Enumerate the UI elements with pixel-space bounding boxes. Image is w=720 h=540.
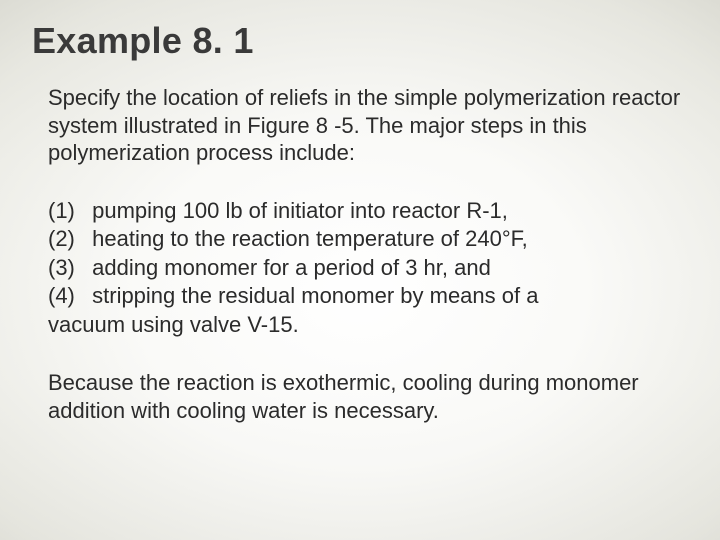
- list-item: (2) heating to the reaction temperature …: [48, 225, 684, 254]
- list-item: (4) stripping the residual monomer by me…: [48, 282, 684, 311]
- list-item: (1) pumping 100 lb of initiator into rea…: [48, 197, 684, 226]
- steps-list: (1) pumping 100 lb of initiator into rea…: [48, 197, 684, 340]
- step-text: heating to the reaction temperature of 2…: [92, 226, 528, 251]
- list-item: (3) adding monomer for a period of 3 hr,…: [48, 254, 684, 283]
- step-continuation: vacuum using valve V-15.: [48, 311, 684, 340]
- step-number: (1): [48, 197, 86, 226]
- step-text: pumping 100 lb of initiator into reactor…: [92, 198, 508, 223]
- step-number: (2): [48, 225, 86, 254]
- step-number: (4): [48, 282, 86, 311]
- closing-paragraph: Because the reaction is exothermic, cool…: [48, 369, 684, 424]
- slide: Example 8. 1 Specify the location of rel…: [0, 0, 720, 540]
- step-text: adding monomer for a period of 3 hr, and: [92, 255, 491, 280]
- step-text: stripping the residual monomer by means …: [92, 283, 538, 308]
- intro-paragraph: Specify the location of reliefs in the s…: [48, 84, 684, 167]
- step-number: (3): [48, 254, 86, 283]
- slide-title: Example 8. 1: [32, 20, 684, 62]
